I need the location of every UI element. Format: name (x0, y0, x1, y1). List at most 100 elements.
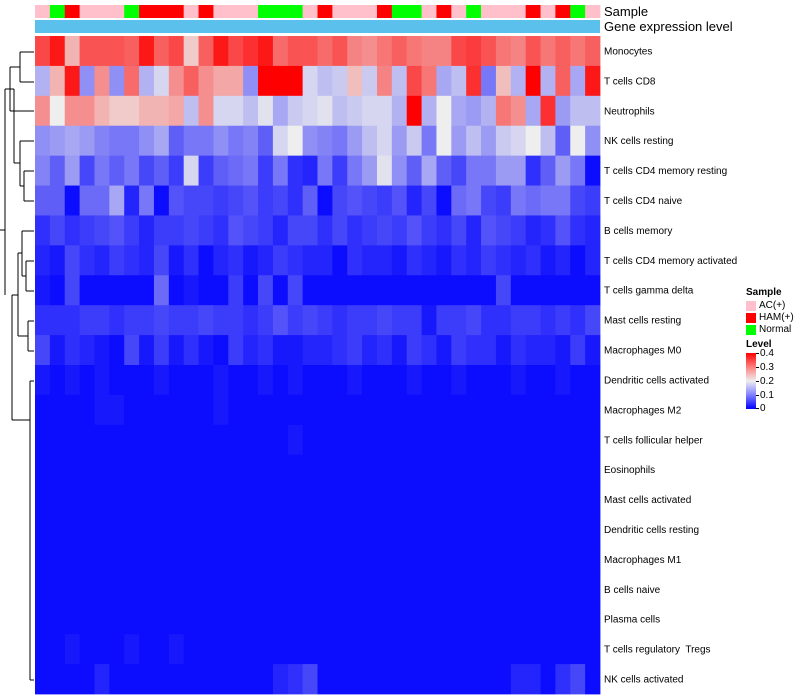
legend-label-ham: HAM(+) (759, 312, 794, 323)
heatmap-cell (332, 424, 348, 456)
heatmap-cell (317, 365, 333, 396)
heatmap-cell (347, 275, 363, 306)
heatmap-cell (421, 215, 437, 246)
heatmap-cell (258, 634, 274, 665)
heatmap-cell (481, 185, 497, 216)
heatmap-cell (540, 514, 556, 545)
heatmap-cell (466, 95, 482, 127)
heatmap-cell (376, 155, 393, 186)
heatmap-cell (35, 95, 51, 127)
heatmap-cell (35, 454, 51, 486)
heatmap-cell (258, 424, 274, 456)
heatmap-cell (168, 65, 185, 97)
heatmap-cell (481, 634, 497, 665)
heatmap-cell (451, 65, 467, 97)
heatmap-cell (35, 335, 51, 366)
heatmap-cell (213, 454, 229, 486)
heatmap-cell (585, 275, 601, 306)
heatmap-cell (243, 245, 259, 276)
heatmap-cell (421, 514, 437, 545)
sample-annotation-cell (64, 5, 81, 18)
heatmap-cell (510, 155, 527, 186)
heatmap-cell (287, 125, 304, 157)
heatmap-cell (570, 514, 586, 545)
sample-annotation-cell (49, 5, 66, 18)
sample-annotation-cell (570, 5, 586, 18)
heatmap-cell (168, 394, 185, 426)
heatmap-cell (525, 484, 541, 515)
heatmap-cell (570, 634, 586, 665)
heatmap-cell (183, 215, 199, 246)
heatmap-cell (317, 65, 333, 97)
heatmap-cell (153, 36, 170, 67)
heatmap-cell (347, 514, 363, 545)
heatmap-cell (287, 484, 304, 515)
heatmap-cell (376, 365, 393, 396)
heatmap-cell (555, 155, 571, 186)
heatmap-cell (362, 36, 378, 67)
heatmap-cell (421, 155, 437, 186)
sample-annotation-cell (495, 5, 512, 18)
heatmap-cell (198, 424, 214, 456)
heatmap-cell (302, 65, 318, 97)
heatmap-cell (109, 36, 125, 67)
heatmap-cell (79, 634, 95, 665)
sample-annotation-cell (332, 5, 348, 18)
heatmap-cell (228, 484, 244, 515)
heatmap-cell (391, 125, 408, 157)
heatmap-cell (481, 365, 497, 396)
heatmap-cell (391, 484, 408, 515)
heatmap-cell (139, 365, 155, 396)
heatmap-cell (94, 514, 110, 545)
heatmap-cell (391, 454, 408, 486)
heatmap-cell (109, 245, 125, 276)
heatmap-cell (243, 155, 259, 186)
heatmap-cell (406, 394, 422, 426)
heatmap-cell (570, 185, 586, 216)
heatmap-cell (585, 424, 601, 456)
heatmap-cell (272, 155, 289, 186)
heatmap-cell (228, 394, 244, 426)
heatmap-cell (213, 36, 229, 67)
heatmap-cell (243, 185, 259, 216)
heatmap-cell (436, 604, 452, 635)
heatmap-cell (525, 604, 541, 635)
heatmap-cell (168, 664, 185, 695)
heatmap-cell (79, 424, 95, 456)
heatmap-cell (555, 484, 571, 515)
heatmap-cell (347, 394, 363, 426)
heatmap-cell (302, 36, 318, 67)
heatmap-cell (362, 394, 378, 426)
heatmap-cell (243, 275, 259, 306)
heatmap-cell (168, 454, 185, 486)
heatmap-cell (436, 125, 452, 157)
heatmap-cell (332, 514, 348, 545)
heatmap-cell (49, 424, 66, 456)
heatmap-cell (510, 125, 527, 157)
heatmap-cell (525, 574, 541, 605)
heatmap-cell (466, 305, 482, 336)
heatmap-cell (228, 664, 244, 695)
heatmap-cell (153, 65, 170, 97)
heatmap-cell (124, 514, 140, 545)
heatmap-cell (153, 155, 170, 186)
heatmap-cell (243, 125, 259, 157)
heatmap-cell (481, 424, 497, 456)
heatmap-cell (302, 95, 318, 127)
heatmap-cell (153, 664, 170, 695)
heatmap-cell (585, 155, 601, 186)
heatmap-cell (35, 514, 51, 545)
heatmap-cell (466, 544, 482, 575)
heatmap-cell (495, 634, 512, 665)
heatmap-cell (153, 185, 170, 216)
heatmap-cell (79, 305, 95, 336)
heatmap-cell (49, 664, 66, 695)
gene-expression-annotation-label: Gene expression level (604, 19, 733, 34)
heatmap-cell (362, 125, 378, 157)
heatmap-cell (317, 484, 333, 515)
heatmap-cell (94, 125, 110, 157)
heatmap-cell (198, 574, 214, 605)
heatmap-cell (35, 245, 51, 276)
heatmap-cell (585, 36, 601, 67)
heatmap-cell (109, 365, 125, 396)
